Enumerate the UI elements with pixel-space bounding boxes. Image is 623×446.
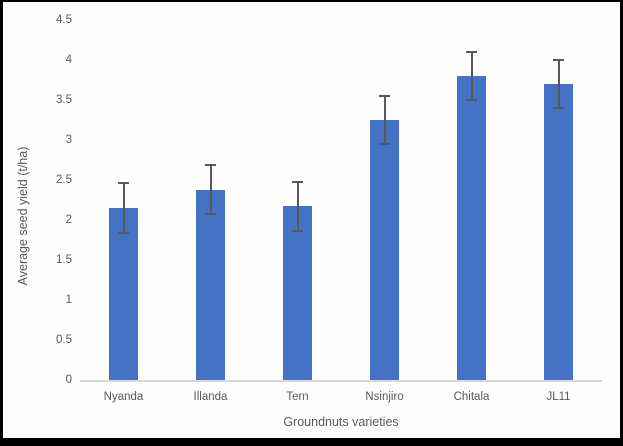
error-cap-bottom (205, 213, 216, 216)
y-tick-label: 1.5 (56, 254, 72, 266)
x-axis-title: Groundnuts varieties (283, 415, 399, 429)
error-cap-top (379, 95, 390, 98)
error-bar-chitala (470, 51, 473, 101)
bar-tern (283, 206, 312, 380)
y-tick-label: 0.5 (56, 334, 72, 346)
bar-chitala (457, 76, 486, 380)
error-bar-tern (296, 180, 299, 232)
error-cap-top (118, 182, 129, 185)
y-tick-label: 0 (65, 374, 72, 386)
error-cap-bottom (379, 142, 390, 145)
error-bar-nsinjiro (383, 95, 386, 145)
x-category-label-chitala: Chitala (453, 391, 490, 403)
bar-nsinjiro (370, 120, 399, 380)
y-tick-label: 2 (65, 214, 72, 226)
error-bar-illanda (209, 164, 212, 216)
plot-area (80, 20, 602, 382)
x-category-label-nyanda: Nyanda (103, 391, 144, 403)
error-bar-nyanda (122, 182, 125, 234)
y-tick-label: 2.5 (56, 174, 72, 186)
bar-nyanda (109, 208, 138, 380)
error-cap-top (466, 51, 477, 54)
x-category-label-jl11: JL11 (546, 391, 571, 403)
y-tick-label: 3 (65, 134, 72, 146)
error-cap-bottom (292, 230, 303, 232)
y-tick-label: 4.5 (56, 14, 72, 26)
y-tick-label: 4 (65, 54, 72, 66)
error-cap-bottom (553, 106, 564, 109)
bar-illanda (196, 189, 225, 380)
x-category-label-tern: Tern (286, 391, 309, 403)
bar-jl11 (544, 84, 573, 380)
y-tick-label: 1 (65, 294, 72, 306)
error-cap-bottom (118, 231, 129, 234)
x-category-label-nsinjiro: Nsinjiro (365, 391, 404, 403)
chart-canvas: Average seed yield (t/ha) 4.5 4 3.5 3 2.5 2 1.… (3, 2, 620, 438)
error-cap-top (205, 164, 216, 166)
error-cap-top (553, 59, 564, 62)
error-cap-top (292, 180, 303, 183)
error-bar-jl11 (557, 59, 560, 109)
x-category-label-illanda: Illanda (193, 391, 228, 403)
y-tick-label: 3.5 (56, 94, 72, 106)
error-cap-bottom (466, 98, 477, 101)
